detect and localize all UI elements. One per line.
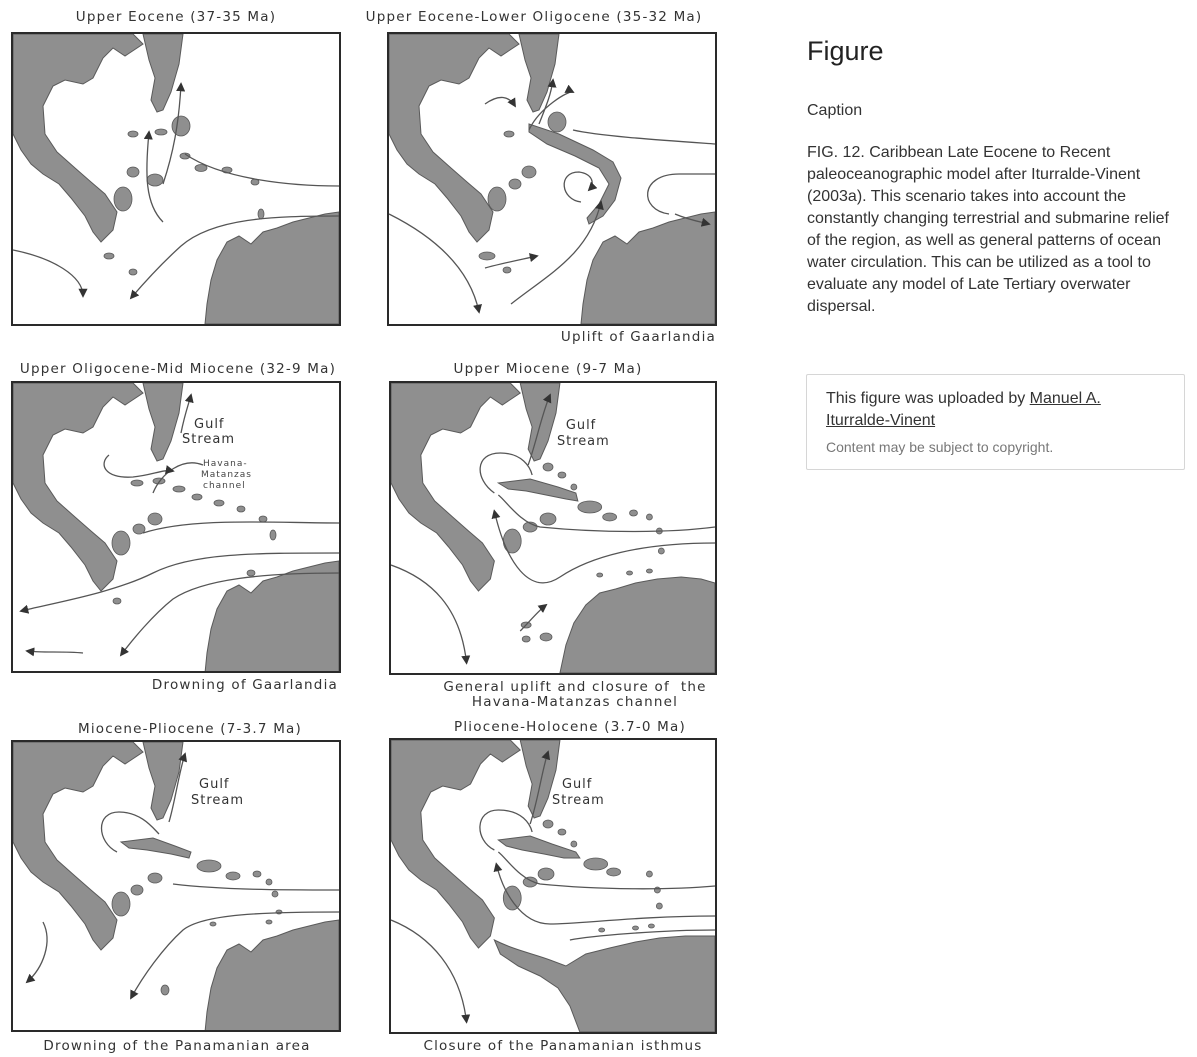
panel-caption: General uplift and closure of the Havana… [443, 679, 707, 710]
paleogeographic-map: Gulf Stream [391, 740, 715, 1032]
panel-title: Upper Miocene (9-7 Ma) [453, 361, 643, 377]
paleogeographic-map: Gulf Stream [391, 383, 715, 673]
map-label: Gulf [566, 418, 596, 433]
paleogeographic-map [389, 34, 715, 324]
map-panel: Gulf Stream Havana- Matanzas channel [11, 381, 341, 673]
map-panel [387, 32, 717, 326]
map-label: Gulf [562, 777, 592, 792]
panel-title: Upper Oligocene-Mid Miocene (32-9 Ma) [19, 361, 337, 377]
uploader-line: This figure was uploaded by Manuel A. It… [826, 388, 1165, 432]
panel-title: Miocene-Pliocene (7-3.7 Ma) [78, 721, 302, 737]
paleogeographic-map: Gulf Stream [13, 742, 339, 1030]
panel-title: Pliocene-Holocene (3.7-0 Ma) [454, 719, 686, 735]
map-label: Matanzas [201, 470, 252, 480]
map-label: Gulf [199, 777, 230, 792]
map-label: Havana- [203, 459, 248, 469]
map-label: Stream [182, 432, 235, 447]
figure-image: Upper Eocene (37-35 Ma) Upper Eocene-Low… [11, 9, 717, 1054]
uploader-card: This figure was uploaded by Manuel A. It… [806, 374, 1185, 470]
map-label: channel [203, 481, 246, 491]
figure-heading: Figure [807, 36, 884, 66]
paleogeographic-map: Gulf Stream Havana- Matanzas channel [13, 383, 339, 671]
panel-title: Upper Eocene (37-35 Ma) [75, 9, 277, 25]
panel-caption: Uplift of Gaarlandia [560, 329, 716, 345]
caption-label: Caption [807, 102, 863, 119]
paleogeographic-map [13, 34, 339, 324]
uploader-prefix: This figure was uploaded by [826, 390, 1030, 407]
caption-text: FIG. 12. Caribbean Late Eocene to Recent… [807, 144, 1169, 315]
map-label: Stream [191, 793, 244, 808]
uploader-link[interactable]: Manuel A. Iturralde-Vinent [826, 390, 1101, 429]
map-label: Gulf [194, 417, 225, 432]
map-panel: Gulf Stream [389, 738, 717, 1034]
panel-caption: Drowning of the Panamanian area [43, 1038, 311, 1054]
map-panel: Gulf Stream [11, 740, 341, 1032]
panel-caption: Closure of the Panamanian isthmus [423, 1038, 703, 1054]
panel-caption: Drowning of Gaarlandia [151, 677, 338, 693]
map-panel: Gulf Stream [389, 381, 717, 675]
map-panel [11, 32, 341, 326]
map-label: Stream [552, 793, 605, 808]
copyright-note: Content may be subject to copyright. [826, 439, 1054, 455]
map-label: Stream [557, 434, 610, 449]
panel-title: Upper Eocene-Lower Oligocene (35-32 Ma) [365, 9, 703, 25]
